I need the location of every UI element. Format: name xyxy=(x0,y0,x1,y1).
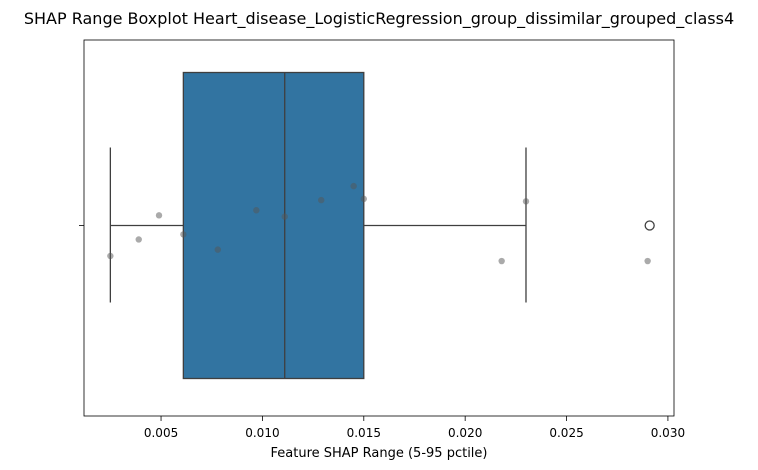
x-tick-label: 0.015 xyxy=(347,426,381,440)
data-point xyxy=(281,213,288,220)
data-point xyxy=(522,198,530,205)
data-point xyxy=(253,207,260,214)
x-tick-label: 0.005 xyxy=(144,426,178,440)
data-point xyxy=(107,252,114,260)
x-tick-label: 0.025 xyxy=(549,426,583,440)
data-point xyxy=(135,236,142,243)
data-point xyxy=(318,196,325,204)
data-point xyxy=(360,195,367,203)
data-point xyxy=(350,182,357,190)
data-point xyxy=(214,246,222,253)
x-axis-label: Feature SHAP Range (5-95 pctile) xyxy=(271,446,488,461)
x-tick-label: 0.020 xyxy=(448,426,482,440)
plot-frame xyxy=(83,39,675,417)
points-layer xyxy=(107,182,651,265)
outlier-marker xyxy=(644,220,655,231)
x-tick-label: 0.030 xyxy=(651,426,685,440)
chart-title: SHAP Range Boxplot Heart_disease_Logisti… xyxy=(24,9,734,29)
data-point xyxy=(498,257,505,265)
data-point xyxy=(644,257,651,265)
iqr-box xyxy=(182,71,365,380)
box-layer xyxy=(109,71,655,380)
x-axis-ticks: 0.005 0.010 0.015 0.020 0.025 0.030 xyxy=(144,416,685,440)
x-tick-label: 0.010 xyxy=(245,426,279,440)
data-point xyxy=(155,212,163,219)
data-point xyxy=(180,231,187,238)
